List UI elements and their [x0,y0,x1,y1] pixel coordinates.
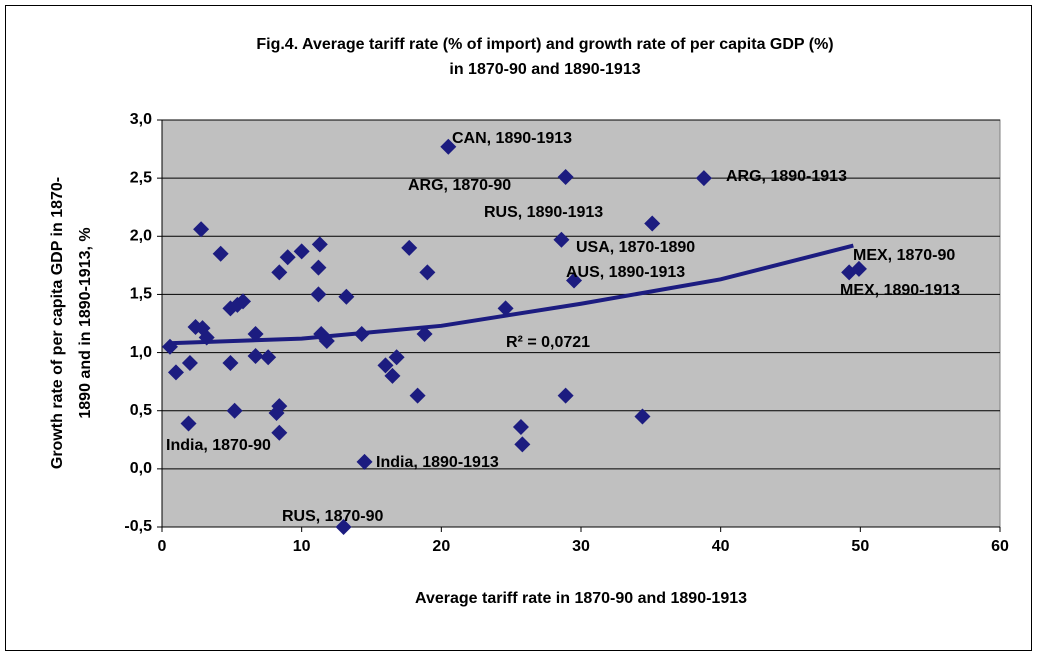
scatter-point [293,243,310,260]
scatter-point [235,293,252,310]
scatter-point [377,357,394,374]
annotation: RUS, 1870-90 [282,508,383,525]
x-axis-title: Average tariff rate in 1870-90 and 1890-… [415,590,747,607]
scatter-point [440,138,457,155]
scatter-point [419,264,436,281]
scatter-point [335,519,352,535]
scatter-point [226,402,243,419]
scatter-point [271,424,288,441]
scatter-point [384,367,401,384]
annotation: MEX, 1890-1913 [840,282,960,299]
scatter-point [222,355,239,372]
scatter-point [212,245,229,262]
scatter-point [557,387,574,404]
scatter-point [644,215,661,232]
scatter-point [338,288,355,305]
annotation: ARG, 1890-1913 [726,168,847,185]
scatter-point [850,260,867,277]
scatter-point [193,221,210,238]
annotation: India, 1870-90 [166,437,271,454]
scatter-point [271,264,288,281]
chart-title: Fig.4. Average tariff rate (% of import)… [256,36,833,53]
y-tick-label: 3,0 [130,111,152,128]
annotation: CAN, 1890-1913 [452,130,572,147]
y-axis-title: Growth rate of per capita GDP in 1870- [49,177,66,469]
scatter-point [181,355,198,372]
chart-title: in 1870-90 and 1890-1913 [449,61,640,78]
y-tick-label: 1,0 [130,344,152,361]
annotation: ARG, 1870-90 [408,177,511,194]
scatter-point [247,348,264,365]
annotation: R² = 0,0721 [506,334,590,351]
scatter-point [260,349,277,366]
x-tick-label: 40 [712,538,730,555]
y-axis-title: 1890 and in 1890-1913, % [77,227,94,418]
y-tick-label: -0,5 [124,518,152,535]
annotation: RUS, 1890-1913 [484,204,603,221]
y-tick-label: 2,0 [130,228,152,245]
x-tick-label: 20 [432,538,450,555]
annotation: AUS, 1890-1913 [566,264,685,281]
x-tick-label: 10 [293,538,311,555]
scatter-point [401,239,418,256]
scatter-point [247,325,264,342]
x-tick-label: 50 [851,538,869,555]
annotation: MEX, 1870-90 [853,247,955,264]
y-tick-label: 1,5 [130,286,152,303]
x-tick-label: 30 [572,538,590,555]
scatter-point [310,259,327,276]
scatter-point [566,272,583,289]
y-tick-label: 0,5 [130,402,152,419]
scatter-point [180,415,197,432]
annotation: USA, 1870-1890 [576,239,695,256]
scatter-point [388,349,405,366]
x-tick-label: 60 [991,538,1009,555]
scatter-point [512,418,529,435]
annotation: India, 1890-1913 [376,454,499,471]
scatter-point [310,286,327,303]
plot-area [161,119,1001,528]
scatter-point [311,236,328,253]
y-tick-label: 2,5 [130,169,152,186]
scatter-point [271,398,288,415]
trendline [168,243,854,346]
scatter-point [167,364,184,381]
scatter-point [695,170,712,187]
scatter-point [514,436,531,453]
scatter-point [497,300,514,317]
scatter-point [553,231,570,248]
scatter-point [409,387,426,404]
scatter-point [416,325,433,342]
y-tick-label: 0,0 [130,460,152,477]
x-tick-label: 0 [158,538,167,555]
scatter-point [634,408,651,425]
scatter-point [557,168,574,185]
scatter-point [356,453,373,470]
scatter-point [279,249,296,266]
